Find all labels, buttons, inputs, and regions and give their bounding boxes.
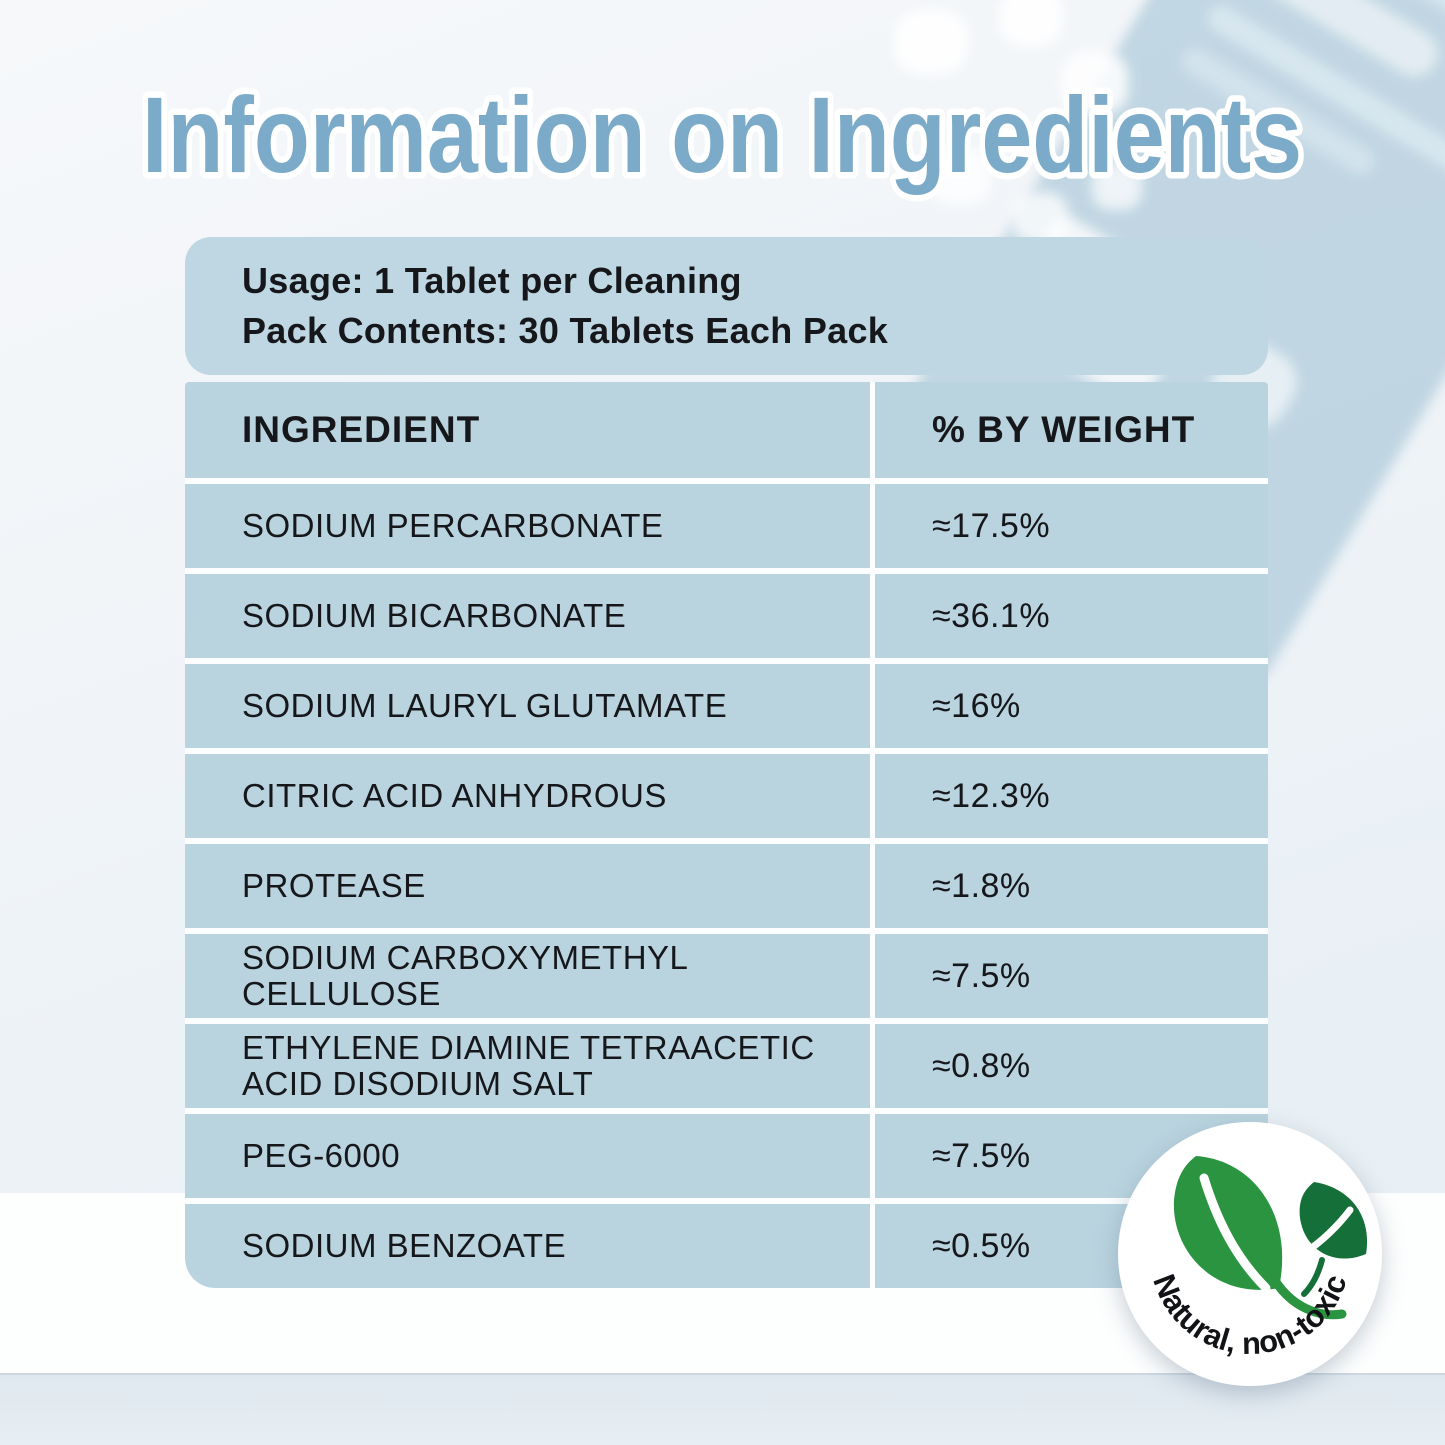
table-row: SODIUM CARBOXYMETHYL CELLULOSE ≈7.5% (185, 934, 1268, 1018)
table-row: SODIUM BENZOATE ≈0.5% (185, 1204, 1268, 1288)
background-bottom-strip (0, 1373, 1445, 1445)
tablet-blob (895, 10, 967, 74)
ingredient-weight: ≈36.1% (875, 574, 1268, 658)
ingredient-weight: ≈0.8% (875, 1024, 1268, 1108)
ingredient-weight: ≈12.3% (875, 754, 1268, 838)
usage-info-box: Usage: 1 Tablet per Cleaning Pack Conten… (185, 237, 1268, 375)
page-title: Information on Ingredients (142, 74, 1302, 195)
ingredient-name: SODIUM BENZOATE (185, 1204, 870, 1288)
ingredient-name: SODIUM LAURYL GLUTAMATE (185, 664, 870, 748)
col-header-weight: % BY WEIGHT (875, 382, 1268, 478)
ingredient-name: PROTEASE (185, 844, 870, 928)
table-row: SODIUM PERCARBONATE ≈17.5% (185, 484, 1268, 568)
table-header-row: INGREDIENT % BY WEIGHT (185, 382, 1268, 478)
ingredient-weight: ≈17.5% (875, 484, 1268, 568)
ingredient-name: SODIUM BICARBONATE (185, 574, 870, 658)
ingredient-name: CITRIC ACID ANHYDROUS (185, 754, 870, 838)
leaves-icon (1173, 1156, 1368, 1320)
title-banner: Information on Ingredients (136, 68, 1309, 202)
col-header-ingredient: INGREDIENT (185, 382, 870, 478)
tablet-blob (1092, 162, 1142, 210)
ingredient-weight: ≈7.5% (875, 934, 1268, 1018)
table-row: CITRIC ACID ANHYDROUS ≈12.3% (185, 754, 1268, 838)
tablet-blob (1000, 0, 1062, 46)
ingredient-weight: ≈1.8% (875, 844, 1268, 928)
pack-contents-line: Pack Contents: 30 Tablets Each Pack (242, 310, 889, 351)
table-row: SODIUM LAURYL GLUTAMATE ≈16% (185, 664, 1268, 748)
ingredient-name: SODIUM CARBOXYMETHYL CELLULOSE (185, 934, 870, 1018)
ingredient-name: ETHYLENE DIAMINE TETRAACETIC ACID DISODI… (185, 1024, 870, 1108)
ingredient-name: PEG-6000 (185, 1114, 870, 1198)
table-row: PEG-6000 ≈7.5% (185, 1114, 1268, 1198)
usage-line: Usage: 1 Tablet per Cleaning (242, 260, 742, 301)
tablet-blob (1062, 52, 1128, 114)
tablet-blob (1012, 192, 1068, 244)
ingredients-table: INGREDIENT % BY WEIGHT SODIUM PERCARBONA… (185, 382, 1268, 1288)
ingredient-weight: ≈16% (875, 664, 1268, 748)
table-row: ETHYLENE DIAMINE TETRAACETIC ACID DISODI… (185, 1024, 1268, 1108)
table-row: SODIUM BICARBONATE ≈36.1% (185, 574, 1268, 658)
natural-nontoxic-badge: Natural, non-toxic (1118, 1122, 1382, 1386)
tablet-blob (930, 148, 990, 204)
table-row: PROTEASE ≈1.8% (185, 844, 1268, 928)
ingredient-name: SODIUM PERCARBONATE (185, 484, 870, 568)
